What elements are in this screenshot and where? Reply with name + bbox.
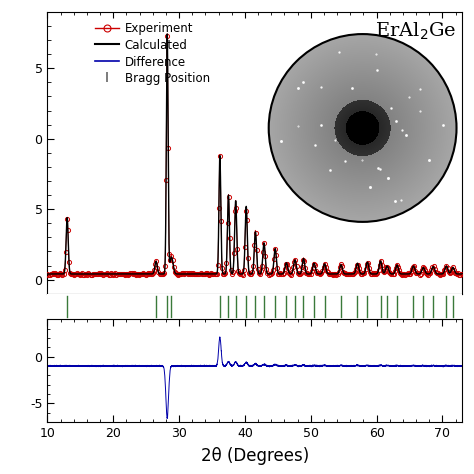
X-axis label: 2θ (Degrees): 2θ (Degrees) xyxy=(201,447,309,465)
Legend: Experiment, Calculated, Difference, Bragg Position: Experiment, Calculated, Difference, Brag… xyxy=(91,18,215,90)
Text: ErAl$_2$Ge: ErAl$_2$Ge xyxy=(374,20,456,42)
